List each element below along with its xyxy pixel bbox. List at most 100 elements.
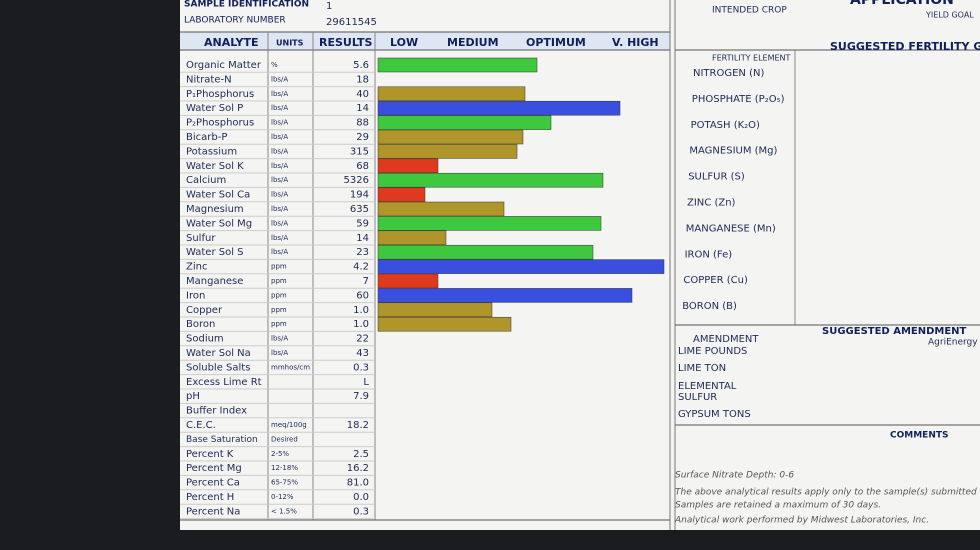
analyte: Copper	[186, 305, 223, 316]
amendment: LIME POUNDS	[678, 346, 747, 357]
result: L	[363, 377, 369, 388]
unit: lbs/A	[271, 104, 288, 112]
analyte: Manganese	[186, 276, 243, 287]
unit: ppm	[271, 320, 287, 328]
result: 5.6	[353, 60, 369, 71]
unit: Desired	[271, 435, 298, 443]
analyte: Nitrate-N	[186, 74, 232, 85]
label: INTENDED CROP	[712, 6, 787, 16]
result: 1.0	[353, 305, 369, 316]
header-label: SAMPLE IDENTIFICATION	[184, 0, 309, 10]
unit: lbs/A	[271, 205, 288, 213]
analyte: Excess Lime Rt	[186, 377, 262, 388]
label: AMENDMENT	[693, 334, 759, 345]
fertility-element: MAGNESIUM (Mg)	[689, 146, 777, 157]
header-label: LABORATORY NUMBER	[184, 16, 286, 26]
result: 14	[356, 233, 369, 244]
analyte: Percent H	[186, 492, 234, 503]
analyte: Potassium	[186, 146, 237, 157]
analyte: Iron	[186, 290, 205, 301]
unit: lbs/A	[271, 162, 288, 170]
result: 43	[356, 348, 369, 359]
label: YIELD GOAL	[925, 11, 974, 20]
unit: lbs/A	[271, 90, 288, 98]
fertility-element: ZINC (Zn)	[687, 198, 736, 209]
analyte: Percent Mg	[186, 463, 242, 474]
level-bar	[377, 86, 526, 102]
level-bar	[377, 259, 665, 274]
analyte: Zinc	[186, 262, 207, 273]
result: 2.5	[353, 449, 369, 460]
result: 4.2	[353, 262, 369, 273]
unit: ppm	[271, 306, 287, 314]
level-bar	[377, 201, 505, 217]
header-value: 29611545	[326, 17, 377, 28]
level-bar	[377, 316, 512, 332]
result: 5326	[344, 175, 369, 186]
level-bar	[377, 302, 493, 318]
column-header: LOW	[390, 36, 418, 49]
result: 22	[356, 334, 369, 345]
label: AgriEnergy	[928, 338, 978, 348]
result: 7.9	[353, 391, 369, 402]
unit: meq/100g	[271, 421, 307, 429]
unit: lbs/A	[271, 349, 288, 357]
level-bar	[377, 187, 426, 202]
analyte: pH	[186, 391, 200, 402]
analyte: Water Sol Ca	[186, 190, 250, 201]
result: 635	[350, 204, 369, 215]
level-bar	[377, 288, 633, 303]
fertility-element: BORON (B)	[682, 301, 737, 312]
analyte: Water Sol Na	[186, 348, 251, 359]
label: COMMENTS	[890, 431, 948, 441]
result: 88	[356, 118, 369, 129]
result: 59	[356, 218, 369, 229]
level-bar	[377, 144, 518, 159]
unit: lbs/A	[271, 133, 288, 141]
footer-note: The above analytical results apply only …	[675, 488, 977, 498]
label: SUGGESTED FERTILITY GU	[830, 40, 980, 53]
header-value: 1	[326, 1, 332, 12]
result: 60	[356, 290, 369, 301]
analyte: Calcium	[186, 175, 226, 186]
analyte: P₁Phosphorus	[186, 89, 254, 100]
result: 0.3	[353, 506, 369, 517]
analyte: Water Sol K	[186, 161, 244, 172]
level-bar	[377, 216, 602, 231]
result: 40	[356, 89, 369, 100]
result: 18	[356, 74, 369, 85]
fertility-element: COPPER (Cu)	[683, 275, 748, 286]
unit: 0-12%	[271, 493, 294, 501]
analyte: Sodium	[186, 334, 224, 345]
amendment: SULFUR	[678, 392, 717, 403]
label: FERTILITY ELEMENT	[712, 54, 791, 63]
fertility-element: IRON (Fe)	[685, 249, 733, 260]
result: 23	[356, 247, 369, 258]
level-bar	[377, 172, 604, 188]
content: SAMPLE IDENTIFICATION 1 LABORATORY NUMBER 2…	[180, 0, 980, 526]
column-header: OPTIMUM	[526, 36, 586, 49]
level-bar	[377, 57, 538, 73]
analyte: Bicarb-P	[186, 132, 227, 143]
result: 68	[356, 161, 369, 172]
unit: ppm	[271, 263, 287, 271]
analyte: Organic Matter	[186, 60, 262, 71]
column-header: V. HIGH	[612, 36, 659, 49]
unit: mmhos/cm	[271, 363, 310, 371]
unit: lbs/A	[271, 219, 288, 227]
unit: 2-5%	[271, 450, 289, 458]
unit: lbs/A	[271, 147, 288, 155]
result: 315	[350, 146, 369, 157]
fertility-element: NITROGEN (N)	[693, 68, 764, 79]
unit: lbs/A	[271, 248, 288, 256]
level-bar	[377, 158, 439, 174]
fertility-element: MANGANESE (Mn)	[686, 223, 776, 234]
unit: lbs/A	[271, 75, 288, 83]
level-bar	[377, 244, 594, 260]
unit: ppm	[271, 291, 287, 299]
amendment: ELEMENTAL	[678, 381, 737, 392]
footer-note: Analytical work performed by Midwest Lab…	[674, 516, 929, 526]
result: 0.0	[353, 492, 369, 503]
